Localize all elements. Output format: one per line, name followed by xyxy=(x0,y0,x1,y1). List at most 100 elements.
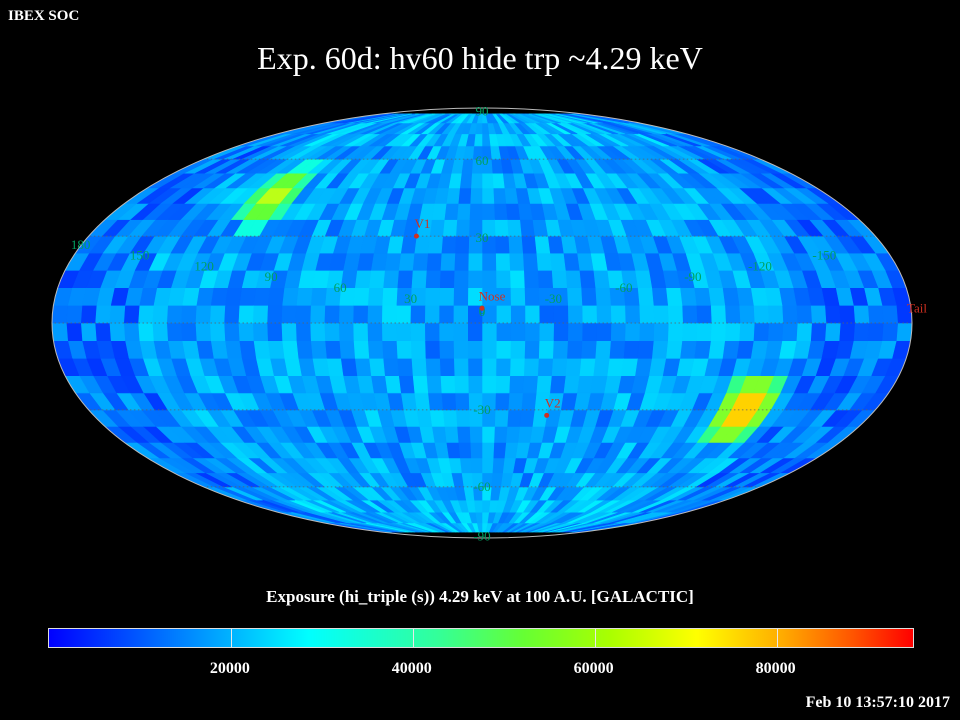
heatmap-cell xyxy=(503,442,519,459)
marker-label-nose: Nose xyxy=(479,288,506,303)
heatmap-cell xyxy=(490,472,503,488)
heatmap-cell xyxy=(562,375,580,394)
heatmap-cell xyxy=(503,187,519,204)
heatmap-cell xyxy=(606,357,624,377)
heatmap-cell xyxy=(438,340,455,359)
heatmap-cell xyxy=(398,252,415,271)
heatmap-cell xyxy=(638,322,655,342)
heatmap-cell xyxy=(252,322,269,342)
heatmap-cell xyxy=(547,235,564,254)
heatmap-cell xyxy=(409,322,426,342)
heatmap-cell xyxy=(681,304,698,324)
heatmap-cell xyxy=(454,235,470,254)
heatmap-cell xyxy=(634,269,653,289)
heatmap-cell xyxy=(795,322,813,342)
heatmap-cell xyxy=(180,322,197,342)
map-outline xyxy=(51,107,913,539)
heatmap-cell xyxy=(665,340,683,359)
heatmap-cell xyxy=(108,322,126,342)
heatmap-cell xyxy=(509,287,526,306)
heatmap-cell xyxy=(707,287,726,306)
heatmap-cell xyxy=(767,304,784,324)
latitude-label: -30 xyxy=(473,402,490,417)
heatmap-cell xyxy=(494,392,510,411)
heatmap-cell xyxy=(637,340,654,359)
heatmap-cell xyxy=(481,340,497,359)
heatmap-cell xyxy=(505,203,521,220)
colorbar-tick-label: 40000 xyxy=(391,660,432,677)
heatmap-cell xyxy=(592,357,610,377)
heatmap-cell xyxy=(338,340,356,359)
heatmap-cell xyxy=(510,304,526,324)
heatmap-cell xyxy=(767,322,784,342)
heatmap-cell xyxy=(323,304,340,324)
heatmap-cell xyxy=(353,340,370,359)
heatmap-cell xyxy=(578,357,596,377)
heatmap-cell xyxy=(507,392,524,411)
heatmap-cell xyxy=(523,269,539,289)
heatmap-cell xyxy=(867,322,884,342)
heatmap-cell xyxy=(467,357,483,377)
heatmap-cell xyxy=(506,409,522,427)
heatmap-cell xyxy=(481,499,491,513)
heatmap-cell xyxy=(237,322,254,342)
heatmap-cell xyxy=(223,322,240,342)
heatmap-cell xyxy=(867,304,884,324)
heatmap-cell xyxy=(534,235,551,254)
heatmap-cell xyxy=(469,203,483,220)
heatmap-cell xyxy=(753,304,770,324)
heatmap-cell xyxy=(667,322,684,342)
heatmap-cell xyxy=(281,287,299,306)
heatmap-cell xyxy=(280,304,297,324)
heatmap-cell xyxy=(237,304,254,324)
heatmap-cell xyxy=(508,375,525,394)
heatmap-cell xyxy=(424,322,440,342)
heatmap-cell xyxy=(710,304,727,324)
heatmap-cell xyxy=(608,340,626,359)
heatmap-cell xyxy=(567,304,583,324)
heatmap-cell xyxy=(442,219,458,237)
heatmap-cell xyxy=(494,235,510,254)
heatmap-cell xyxy=(653,304,669,324)
longitude-label: 150 xyxy=(130,247,150,262)
heatmap-cell xyxy=(412,375,429,394)
colorbar-tick xyxy=(230,629,232,647)
longitude-label: -60 xyxy=(615,280,632,295)
heatmap-cell xyxy=(679,287,697,306)
heatmap-cell xyxy=(522,252,538,271)
heatmap-cell xyxy=(354,357,372,377)
heatmap-cell xyxy=(439,375,456,394)
heatmap-cell xyxy=(396,269,413,289)
heatmap-cell xyxy=(426,375,442,394)
heatmap-cell xyxy=(453,269,469,289)
heatmap-cell xyxy=(810,304,827,324)
heatmap-cell xyxy=(151,304,169,324)
heatmap-cell xyxy=(531,219,548,237)
heatmap-cell xyxy=(384,252,402,271)
heatmap-cell xyxy=(123,304,140,324)
colorbar-tick xyxy=(776,629,778,647)
heatmap-cell xyxy=(295,287,313,306)
heatmap-cell xyxy=(65,304,83,324)
heatmap-cell xyxy=(166,304,183,324)
heatmap-cell xyxy=(209,322,226,342)
heatmap-cell xyxy=(481,511,490,524)
heatmap-cell xyxy=(180,304,197,324)
heatmap-cell xyxy=(781,304,798,324)
heatmap-cell xyxy=(538,304,555,324)
heatmap-cell xyxy=(80,304,97,324)
heatmap-cell xyxy=(610,304,626,324)
heatmap-cell xyxy=(581,322,598,342)
heatmap-cell xyxy=(443,426,459,443)
heatmap-cell xyxy=(651,340,669,359)
latitude-label: 60 xyxy=(476,153,489,168)
heatmap-cell xyxy=(519,219,535,237)
heatmap-cell xyxy=(481,457,494,474)
heatmap-cell xyxy=(634,357,653,377)
heatmap-cell xyxy=(309,322,326,342)
heatmap-cell xyxy=(665,287,683,306)
heatmap-cell xyxy=(439,357,455,377)
heatmap-cell xyxy=(94,304,111,324)
longitude-label: 120 xyxy=(194,258,214,273)
heatmap-cell xyxy=(505,426,521,443)
